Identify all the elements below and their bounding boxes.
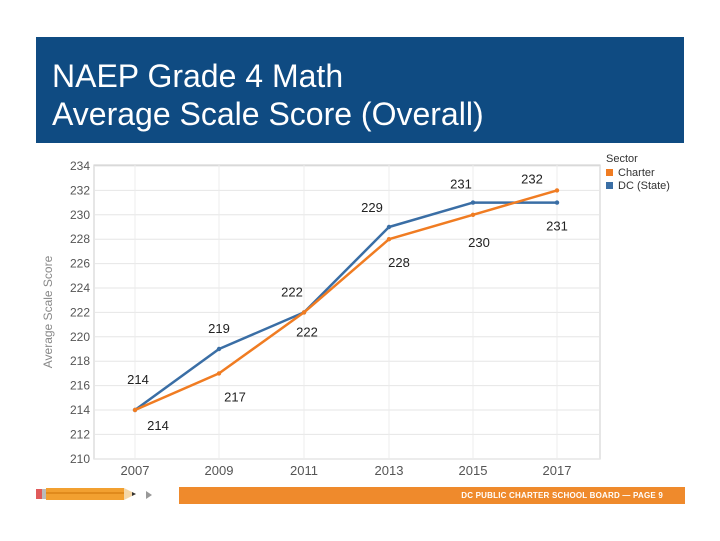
- dc-data-label: 231: [450, 177, 472, 192]
- line-chart: 210 212 214 216 218 220 222 224 226 228 230 232 234 2…: [41, 159, 601, 478]
- title-line-1: NAEP Grade 4 Math: [52, 58, 344, 94]
- legend-label-dc: DC (State): [618, 179, 670, 192]
- charter-data-label: 214: [147, 418, 169, 433]
- y-tick-label: 218: [70, 354, 90, 368]
- dc-point: [554, 200, 560, 205]
- chart-legend: Sector Charter DC (State): [606, 153, 670, 192]
- charter-data-label: 222: [296, 324, 318, 339]
- charter-point: [386, 237, 392, 242]
- dc-data-label: 231: [546, 219, 568, 234]
- charter-point: [216, 371, 222, 376]
- footer-bar: DC PUBLIC CHARTER SCHOOL BOARD — PAGE 9: [179, 487, 685, 504]
- dc-point: [216, 346, 222, 352]
- y-tick-label: 210: [70, 452, 90, 466]
- y-tick-label: 232: [70, 183, 90, 197]
- x-tick-label: 2007: [121, 463, 150, 478]
- dc-swatch: [606, 182, 613, 189]
- dc-data-label: 219: [208, 321, 230, 336]
- charter-point: [554, 188, 560, 193]
- y-tick-label: 212: [70, 427, 90, 441]
- charter-point: [301, 310, 307, 315]
- x-tick-label: 2011: [290, 463, 318, 478]
- charter-data-label: 228: [388, 255, 410, 270]
- charter-series-line: [134, 189, 558, 412]
- y-tick-label: 222: [70, 305, 90, 319]
- y-tick-label: 226: [70, 257, 90, 271]
- charter-swatch: [606, 169, 613, 176]
- y-axis-label: Average Scale Score: [41, 255, 55, 368]
- title-line-2: Average Scale Score (Overall): [52, 96, 484, 132]
- dc-data-label: 214: [127, 372, 149, 387]
- footer-arrow-icon: [146, 491, 152, 499]
- y-tick-label: 230: [70, 208, 90, 222]
- legend-title: Sector: [606, 153, 638, 165]
- x-tick-label: 2009: [205, 463, 234, 478]
- footer-text: DC PUBLIC CHARTER SCHOOL BOARD — PAGE 9: [461, 491, 663, 500]
- y-tick-label: 234: [70, 159, 90, 173]
- charter-data-label: 217: [224, 389, 246, 404]
- y-tick-label: 214: [70, 403, 90, 417]
- y-tick-label: 224: [70, 281, 90, 295]
- dc-data-label: 222: [281, 284, 303, 299]
- dc-data-label: 229: [361, 200, 383, 215]
- legend-label-charter: Charter: [618, 166, 655, 179]
- charter-data-label: 230: [468, 235, 490, 250]
- y-tick-label: 220: [70, 330, 90, 344]
- dc-series-line: [134, 201, 557, 412]
- x-tick-label: 2017: [543, 463, 572, 478]
- x-tick-label: 2013: [375, 463, 404, 478]
- title-banner: NAEP Grade 4 Math Average Scale Score (O…: [36, 37, 684, 143]
- legend-item-charter: Charter: [606, 166, 670, 179]
- dc-point: [470, 200, 476, 205]
- y-tick-label: 216: [70, 379, 90, 393]
- charter-data-label: 232: [521, 171, 543, 186]
- charter-point: [470, 212, 476, 217]
- y-tick-label: 228: [70, 232, 90, 246]
- legend-item-dc: DC (State): [606, 179, 670, 192]
- x-tick-label: 2015: [459, 463, 488, 478]
- pencil-icon: [36, 488, 136, 500]
- dc-point: [386, 224, 392, 230]
- charter-point: [132, 407, 138, 413]
